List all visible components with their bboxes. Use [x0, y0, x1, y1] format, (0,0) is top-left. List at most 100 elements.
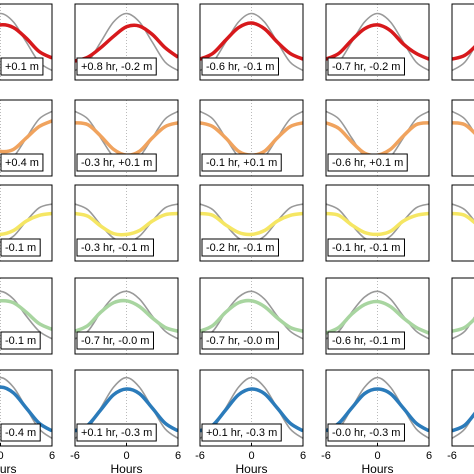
annotation-box [0, 238, 41, 257]
panel-border [74, 277, 179, 355]
annotation-box [201, 153, 282, 172]
fit-curve [452, 45, 474, 61]
x-tick-label: 0 [374, 450, 380, 462]
panel-frame [452, 370, 474, 446]
annotation: -0.2 hr, -0.1 m [206, 242, 274, 254]
x-tick-label: 6 [49, 450, 55, 462]
reference-curve [326, 12, 429, 72]
annotation: -0.3 hr, +0.1 m [81, 157, 152, 169]
annotation: +0.1 hr, -0.3 m [81, 427, 152, 439]
panel [451, 277, 474, 355]
annotation: +0.1 hr, -0.3 m [206, 427, 277, 439]
annotation: -0.7 hr, -0.0 m [81, 335, 149, 347]
curves [452, 110, 474, 135]
annotation-box [327, 153, 408, 172]
curves [200, 290, 303, 340]
panel [451, 99, 474, 177]
panel-frame [452, 185, 474, 261]
curves [452, 203, 474, 225]
annotation: -0.6 hr, +0.1 m [332, 157, 403, 169]
fit-curve [452, 411, 474, 433]
annotation-box [201, 423, 282, 442]
annotation-box [327, 238, 405, 257]
panel-border [451, 3, 474, 81]
panel: -0.7 hr, -0.0 m [74, 277, 179, 355]
annotation-box [0, 153, 44, 172]
reference-curve [0, 12, 52, 72]
curves [326, 290, 429, 340]
annotation-box [76, 331, 154, 350]
panel: +0.8 hr, -0.2 m [74, 3, 179, 81]
annotation: -0.7 hr, -0.2 m [332, 61, 400, 73]
x-tick-label: 0 [0, 450, 4, 462]
x-tick-label: 6 [300, 450, 306, 462]
annotation-box [327, 57, 405, 76]
fit-curve [326, 23, 429, 61]
annotation-box [76, 423, 157, 442]
x-axis-label: Hours [235, 462, 267, 474]
annotation: -0.1 hr, +0.1 m [206, 157, 277, 169]
curves [326, 12, 429, 72]
panel: -0.1 hr, +0.1 m [199, 99, 304, 177]
annotation: +0.1 m [5, 61, 39, 73]
reference-curve [75, 290, 178, 340]
fit-curve [200, 387, 303, 433]
panel-border [451, 277, 474, 355]
annotation-box [327, 331, 405, 350]
annotation: +0.8 hr, -0.2 m [81, 61, 152, 73]
curves [75, 12, 178, 72]
annotation-box [0, 331, 41, 350]
curves [452, 411, 474, 440]
annotation-box [76, 238, 154, 257]
panel: -0.6 hr, +0.1 m [325, 99, 430, 177]
reference-curve [452, 110, 474, 134]
reference-curve [75, 12, 178, 72]
panel: -6 0 6 Hours +0.1 hr, -0.3 m [195, 369, 306, 474]
panel: -0.7 hr, -0.0 m [199, 277, 304, 355]
curves [0, 12, 52, 72]
reference-curve [200, 12, 303, 72]
annotation-box [201, 238, 279, 257]
panel-border [199, 99, 304, 177]
x-axis-label: Hours [361, 462, 393, 474]
x-tick-label: 6 [175, 450, 181, 462]
panel: -0.3 hr, -0.1 m [74, 184, 179, 262]
fit-curve [0, 298, 52, 331]
panel: +0.4 m [0, 99, 53, 177]
fit-curve [0, 385, 52, 433]
fit-curve [0, 119, 52, 154]
annotation-box [201, 331, 279, 350]
panel-border [451, 369, 474, 447]
panel: -606 [447, 369, 474, 462]
x-tick-label: -6 [447, 450, 457, 462]
annotation: -0.7 hr, -0.0 m [206, 335, 274, 347]
annotation: -0.1 m [5, 335, 36, 347]
panel-border [325, 277, 430, 355]
panel-border [199, 3, 304, 81]
x-tick-label: 6 [426, 450, 432, 462]
panel-border [199, 184, 304, 262]
curves [75, 290, 178, 340]
x-tick-label: 0 [248, 450, 254, 462]
panel-border [325, 99, 430, 177]
fit-curve [75, 211, 178, 237]
x-tick-label: -6 [195, 450, 205, 462]
fit-curve [326, 299, 429, 335]
panel-border [451, 99, 474, 177]
panel-border [325, 184, 430, 262]
fit-curve [75, 298, 178, 333]
fit-curve [75, 23, 178, 63]
panel [451, 3, 474, 81]
panel: -0.7 hr, -0.2 m [325, 3, 430, 81]
curves [452, 316, 474, 340]
panel-frame [452, 4, 474, 80]
panel-border [0, 99, 53, 177]
fit-curve [452, 121, 474, 135]
panel: +0.1 m [0, 3, 53, 81]
panel-frame [452, 100, 474, 176]
annotation: -0.3 hr, -0.1 m [81, 242, 149, 254]
reference-curve [0, 290, 52, 340]
annotation: -0.1 m [5, 242, 36, 254]
